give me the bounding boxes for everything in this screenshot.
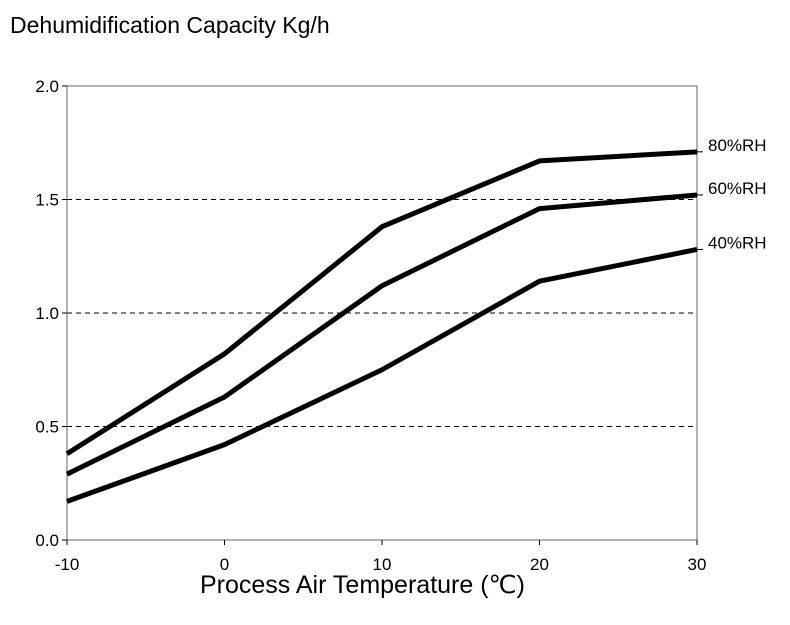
tick-and-series-labels: 0.0 0.5 1.0 1.5 2.0 -10 0 10 20 30 80%RH 60%RH 40%RH xyxy=(35,77,766,574)
x-tick-label: 30 xyxy=(688,555,707,574)
series-line-80pct-rh xyxy=(65,149,698,456)
grid-lines xyxy=(67,199,697,427)
x-tick-label: -10 xyxy=(55,555,80,574)
y-tick-label: 0.5 xyxy=(35,418,59,437)
series-label: 40%RH xyxy=(708,233,767,252)
series-label: 80%RH xyxy=(708,136,767,155)
x-tick-label: 0 xyxy=(220,555,229,574)
axis-ticks xyxy=(62,85,698,545)
y-tick-label: 2.0 xyxy=(35,77,59,96)
series-label: 60%RH xyxy=(708,179,767,198)
y-tick-label: 0.0 xyxy=(35,531,59,550)
x-axis-title: Process Air Temperature (℃) xyxy=(200,571,525,599)
series-line-40pct-rh xyxy=(66,246,698,504)
series-line-60pct-rh xyxy=(65,192,698,477)
series-lines xyxy=(65,149,698,504)
y-tick-label: 1.0 xyxy=(35,304,59,323)
x-tick-label: 10 xyxy=(373,555,392,574)
y-tick-label: 1.5 xyxy=(35,191,59,210)
chart-title: Dehumidification Capacity Kg/h xyxy=(10,12,330,38)
x-tick-label: 20 xyxy=(530,555,549,574)
